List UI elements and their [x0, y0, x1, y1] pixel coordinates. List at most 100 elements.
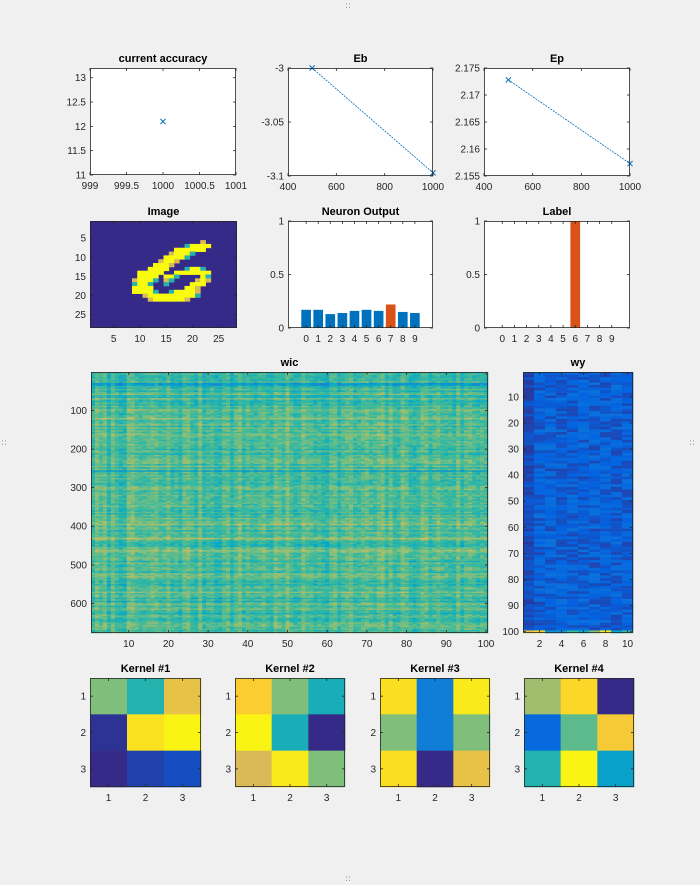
wic-cell — [194, 381, 199, 384]
image-pixel — [189, 289, 196, 295]
wic-cell — [456, 373, 461, 376]
wic-cell — [408, 379, 413, 382]
wic-cell — [182, 373, 187, 376]
wic-cell — [114, 439, 120, 442]
wic-cell — [321, 439, 326, 442]
wic-cell — [313, 390, 318, 393]
wic-cell — [253, 427, 259, 430]
wic-cell — [448, 399, 453, 402]
wic-cell — [269, 388, 274, 391]
window-grip-top[interactable]: :: — [345, 1, 352, 11]
image-pixel — [189, 266, 196, 272]
wic-cell — [126, 419, 131, 422]
wic-cell — [202, 404, 207, 407]
wic-cell — [166, 378, 171, 380]
wic-cell — [222, 411, 227, 414]
wic-cell — [194, 425, 199, 428]
wic-cell — [452, 398, 457, 400]
window-grip-right[interactable]: :: — [689, 438, 696, 448]
wic-cell — [277, 384, 282, 387]
wic-cell — [408, 393, 413, 396]
wic-cell — [345, 421, 350, 423]
wic-cell — [452, 411, 457, 414]
wic-cell — [392, 384, 397, 387]
wic-cell — [412, 427, 417, 430]
wic-cell — [353, 425, 358, 428]
wic-cell — [301, 399, 306, 402]
wic-cell — [452, 410, 457, 413]
wic-cell — [110, 414, 116, 417]
wic-cell — [277, 421, 282, 423]
wic-cell — [225, 430, 231, 433]
wic-cell — [341, 408, 346, 411]
wic-cell — [166, 428, 171, 431]
wic-cell — [178, 375, 183, 377]
wic-cell — [400, 421, 405, 423]
wic-cell — [146, 434, 151, 437]
wic-cell — [210, 425, 215, 428]
wic-cell — [218, 439, 223, 442]
wic-cell — [98, 404, 104, 407]
wic-cell — [400, 404, 405, 407]
wic-cell — [297, 388, 302, 391]
wic-cell — [146, 382, 151, 385]
wic-cell — [102, 441, 108, 443]
wic-cell — [182, 427, 187, 430]
wic-cell — [313, 395, 318, 397]
wic-cell — [448, 407, 453, 410]
wic-cell — [337, 399, 342, 402]
wic-cell — [297, 372, 302, 374]
wic-cell — [289, 375, 294, 377]
wic-cell — [130, 375, 135, 377]
wic-cell — [94, 385, 100, 388]
window-grip-bottom[interactable]: :: — [345, 874, 352, 884]
wic-cell — [412, 373, 417, 376]
wic-cell — [146, 441, 151, 443]
wic-cell — [388, 421, 394, 423]
wic-cell — [265, 418, 270, 420]
wic-cell — [484, 378, 489, 380]
wic-cell — [198, 372, 203, 374]
wic-cell — [337, 413, 342, 416]
wic-cell — [154, 405, 159, 408]
wic-cell — [309, 425, 314, 428]
wic-cell — [241, 372, 247, 374]
wic-cell — [106, 421, 112, 423]
wic-cell — [325, 414, 330, 417]
image-pixel — [142, 285, 149, 291]
wic-cell — [190, 434, 195, 437]
wic-cell — [134, 387, 139, 390]
wic-cell — [484, 391, 489, 394]
wic-cell — [456, 382, 461, 385]
wic-cell — [440, 438, 445, 440]
wic-cell — [309, 379, 314, 382]
wic-cell — [257, 402, 263, 405]
wic-cell — [380, 419, 386, 422]
wic-cell — [261, 393, 266, 396]
wic-cell — [456, 421, 461, 423]
wic-cell — [368, 402, 374, 405]
wic-cell — [198, 421, 203, 423]
wic-cell — [91, 424, 96, 427]
wic-cell — [154, 387, 159, 390]
wic-cell — [154, 390, 159, 393]
wic-cell — [178, 418, 183, 420]
wic-cell — [202, 434, 207, 437]
wic-cell — [245, 427, 251, 430]
wic-cell — [376, 372, 382, 374]
wic-cell — [476, 395, 481, 397]
window-grip-left[interactable]: :: — [1, 438, 8, 448]
wic-cell — [444, 434, 449, 437]
wic-cell — [265, 425, 270, 428]
wic-cell — [345, 384, 350, 387]
wic-cell — [404, 424, 409, 427]
wic-cell — [464, 388, 469, 391]
wic-cell — [301, 378, 306, 380]
wic-cell — [229, 407, 235, 410]
wic-cell — [353, 404, 358, 407]
wic-cell — [305, 434, 310, 437]
wic-cell — [265, 421, 270, 423]
wic-cell — [174, 428, 179, 431]
wic-cell — [249, 411, 255, 414]
wic-cell — [404, 411, 409, 414]
